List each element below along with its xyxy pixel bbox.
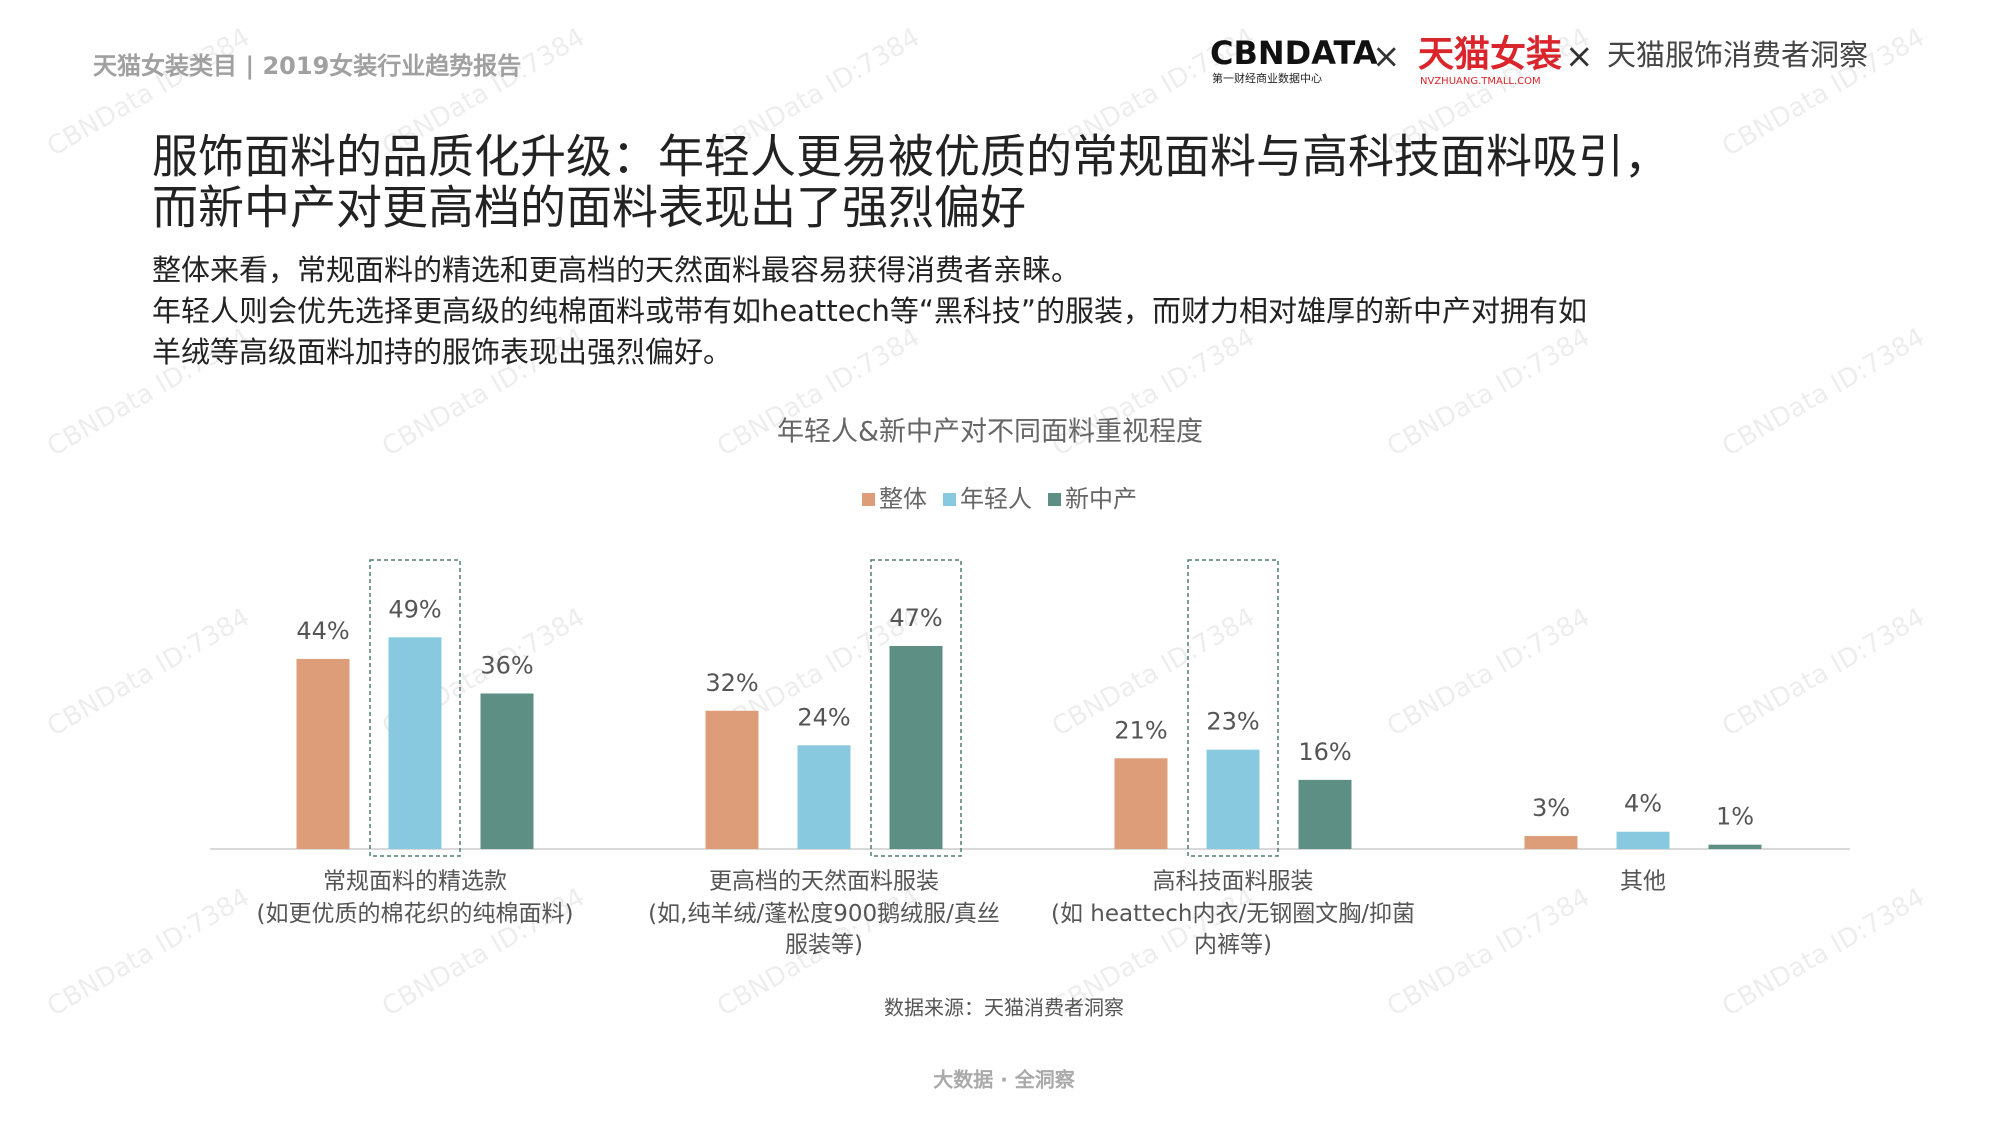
bar — [1616, 831, 1670, 849]
watermark: CBNData ID:7384 — [42, 882, 255, 1022]
highlight-box — [870, 559, 962, 857]
bar — [1206, 749, 1260, 849]
tmall-logo: 天猫女装 — [1418, 34, 1562, 75]
cbn-logo: CBNDATA — [1210, 34, 1378, 72]
bar — [889, 645, 943, 849]
legend-label: 整体 — [879, 485, 927, 513]
watermark: CBNData ID:7384 — [1717, 602, 1930, 742]
category-label: 高科技面料服装 — [1153, 869, 1314, 895]
data-label: 21% — [1114, 716, 1167, 744]
bar — [480, 693, 534, 849]
data-label: 49% — [388, 595, 441, 623]
watermark: CBNData ID:7384 — [1717, 322, 1930, 462]
data-label: 4% — [1624, 790, 1662, 818]
bar — [388, 637, 442, 849]
legend-swatch — [1048, 493, 1061, 506]
category-label: 更高档的天然面料服装 — [709, 869, 939, 895]
report-label: 天猫女装类目 | 2019女装行业趋势报告 — [93, 52, 521, 80]
legend-label: 年轻人 — [960, 485, 1032, 513]
watermark: CBNData ID:7384 — [1382, 322, 1595, 462]
tmall-logo-sub: NVZHUANG.TMALL.COM — [1420, 76, 1541, 87]
data-label: 36% — [480, 651, 533, 679]
bar — [1298, 779, 1352, 849]
bar — [296, 658, 350, 849]
times: × — [1372, 37, 1401, 77]
data-label: 24% — [797, 703, 850, 731]
bar — [1114, 758, 1168, 849]
data-label: 47% — [889, 604, 942, 632]
partner: 天猫服饰消费者洞察 — [1607, 38, 1868, 72]
body-line: 羊绒等高级面料加持的服饰表现出强烈偏好。 — [152, 335, 732, 369]
bar — [797, 745, 851, 849]
source: 数据来源：天猫消费者洞察 — [884, 996, 1124, 1020]
cbn-logo-sub: 第一财经商业数据中心 — [1212, 71, 1322, 85]
footer: 大数据 · 全洞察 — [933, 1068, 1076, 1092]
legend-label: 新中产 — [1065, 485, 1137, 513]
body-line: 年轻人则会优先选择更高级的纯棉面料或带有如heattech等“黑科技”的服装，而… — [152, 294, 1587, 328]
legend-swatch — [943, 493, 956, 506]
legend-swatch — [862, 493, 875, 506]
title-line: 而新中产对更高档的面料表现出了强烈偏好 — [152, 181, 1026, 235]
category-label: 其他 — [1620, 869, 1666, 895]
highlight-box — [369, 559, 461, 857]
bar — [1524, 836, 1578, 849]
data-label: 44% — [296, 617, 349, 645]
chart-title: 年轻人&新中产对不同面料重视程度 — [777, 417, 1203, 448]
watermark: CBNData ID:7384 — [1717, 882, 1930, 1022]
bar — [1708, 844, 1762, 849]
data-label: 3% — [1532, 794, 1570, 822]
category-note: (如,纯羊绒/蓬松度900鹅绒服/真丝服装等) — [648, 901, 1000, 958]
times: × — [1565, 37, 1594, 77]
data-label: 32% — [705, 669, 758, 697]
bar — [705, 710, 759, 849]
data-label: 23% — [1206, 708, 1259, 736]
body-line: 整体来看，常规面料的精选和更高档的天然面料最容易获得消费者亲睐。 — [152, 253, 1080, 287]
category-note: (如更优质的棉花织的纯棉面料) — [256, 901, 574, 927]
title-line: 服饰面料的品质化升级：年轻人更易被优质的常规面料与高科技面料吸引， — [152, 130, 1670, 184]
data-label: 1% — [1716, 803, 1754, 831]
category-label: 常规面料的精选款 — [323, 869, 507, 895]
watermark: CBNData ID:7384 — [42, 602, 255, 742]
category-note: (如 heattech内衣/无钢圈文胸/抑菌内裤等) — [1050, 901, 1415, 958]
watermark: CBNData ID:7384 — [1382, 602, 1595, 742]
highlight-box — [1187, 559, 1279, 857]
data-label: 16% — [1298, 738, 1351, 766]
